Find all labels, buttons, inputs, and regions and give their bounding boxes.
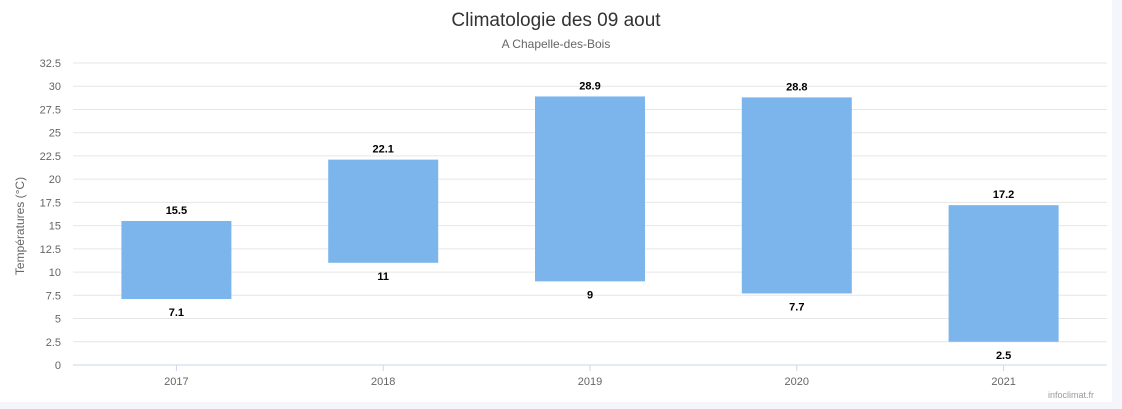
y-tick-label: 15 — [49, 221, 61, 233]
y-tick-label: 27.5 — [40, 104, 61, 116]
data-label-low: 7.7 — [789, 301, 804, 313]
data-label-low: 11 — [377, 271, 389, 283]
data-label-low: 2.5 — [996, 350, 1011, 362]
data-label-low: 7.1 — [169, 307, 184, 319]
data-label-high: 17.2 — [993, 189, 1014, 201]
y-tick-label: 22.5 — [40, 151, 61, 163]
data-label-high: 28.9 — [579, 80, 600, 92]
bar-2021[interactable] — [948, 205, 1059, 342]
y-axis-title: Températures (°C) — [13, 177, 27, 275]
data-label-low: 9 — [587, 289, 593, 301]
y-tick-label: 12.5 — [40, 244, 61, 256]
chart-subtitle: A Chapelle-des-Bois — [502, 37, 611, 51]
y-tick-label: 0 — [55, 360, 61, 372]
page-margin-bottom — [0, 402, 1122, 409]
page-margin-right — [1112, 0, 1122, 409]
y-tick-label: 30 — [49, 81, 61, 93]
bar-2018[interactable] — [328, 159, 439, 263]
y-tick-label: 7.5 — [46, 290, 61, 302]
data-label-high: 22.1 — [372, 144, 393, 156]
y-axis-ticks: 0 2.5 5 7.5 10 12.5 15 17.5 20 22.5 25 27.5 30 32.5 — [40, 58, 61, 372]
x-axis-ticks: 2017 2018 2019 2020 2021 — [164, 365, 1016, 388]
x-tick-label: 2018 — [371, 376, 395, 388]
data-label-high: 28.8 — [786, 81, 807, 93]
chart-svg: Climatologie des 09 aout A Chapelle-des-… — [13, 10, 1107, 400]
y-tick-label: 25 — [49, 128, 61, 140]
bar-2019[interactable] — [535, 96, 645, 282]
data-labels: 15.5 7.1 22.1 11 28.9 9 28.8 7.7 17.2 2.5 — [166, 80, 1015, 361]
y-tick-label: 2.5 — [46, 337, 61, 349]
y-tick-label: 17.5 — [40, 197, 61, 209]
data-label-high: 15.5 — [166, 205, 187, 217]
bars — [121, 96, 1059, 342]
x-tick-label: 2021 — [991, 376, 1015, 388]
y-tick-label: 20 — [49, 174, 61, 186]
y-tick-label: 10 — [49, 267, 61, 279]
bar-2020[interactable] — [741, 97, 852, 294]
bar-2017[interactable] — [121, 220, 232, 300]
x-tick-label: 2020 — [785, 376, 809, 388]
chart-title: Climatologie des 09 aout — [451, 10, 661, 31]
credits-link[interactable]: infoclimat.fr — [1048, 390, 1094, 400]
y-tick-label: 5 — [55, 314, 61, 326]
y-tick-label: 32.5 — [40, 58, 61, 70]
x-tick-label: 2017 — [164, 376, 188, 388]
x-tick-label: 2019 — [578, 376, 602, 388]
